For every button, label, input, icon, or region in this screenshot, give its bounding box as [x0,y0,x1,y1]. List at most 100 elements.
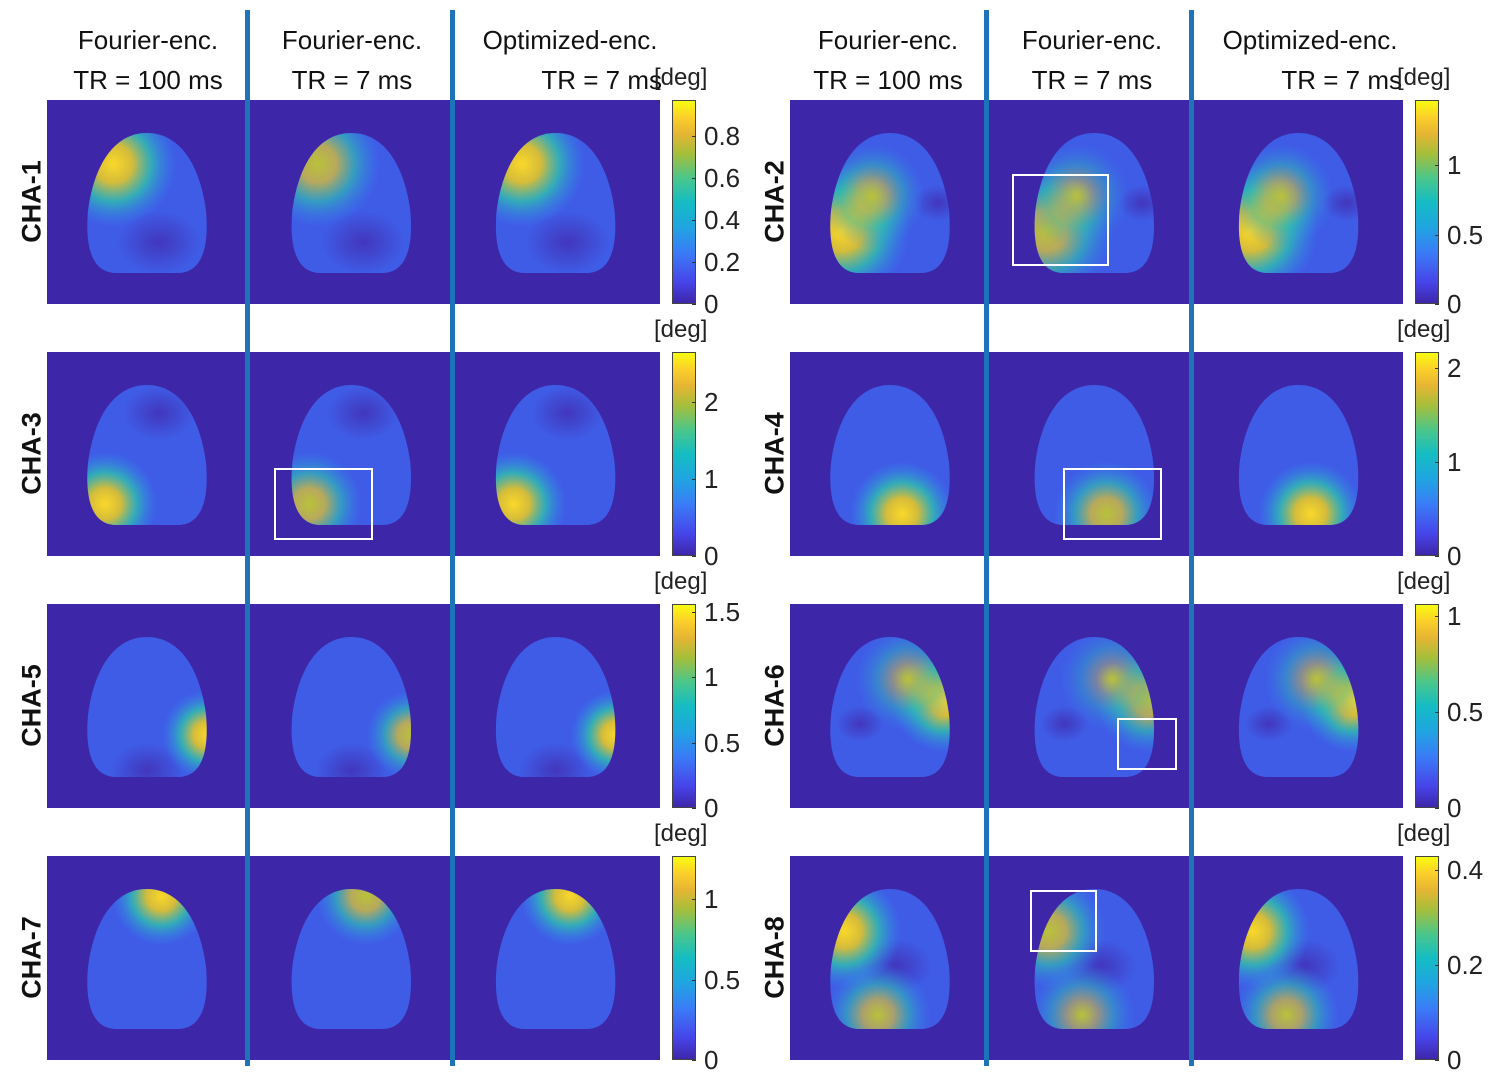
colorbar-tickmark [692,1060,696,1061]
head-map [495,385,616,525]
colorbar [1415,604,1439,808]
colorbar-tick-label: 0.5 [1447,219,1484,250]
colorbar-tickmark [692,611,696,613]
highlight-box [1030,890,1097,952]
colorbar-tickmark [692,808,696,809]
colorbar-tickmark [692,677,696,679]
phase-maps [87,385,616,525]
head-map [830,637,950,777]
map-panel [47,352,660,556]
colorbar-tick-label: 0 [704,289,719,319]
column-header-line2: TR = 7 ms [541,65,662,95]
colorbar-tick-label: 0.4 [704,204,741,235]
map-panel [790,100,1403,304]
colorbar-tick-label: 0 [1447,541,1462,571]
colorbar-tickmark [692,219,696,221]
colorbar-tickmark [692,899,696,901]
phase-maps [87,133,616,273]
colorbar-tick-label: 1 [704,464,719,495]
colorbar-tick-label: 1.5 [704,596,741,627]
head-map [830,889,950,1029]
column-header-line1: Optimized-enc. [1222,25,1398,55]
colorbar-tick-label: 1 [1447,600,1462,631]
column-header-line1: Fourier-enc. [281,25,423,55]
map-panel [790,352,1403,556]
channel-label: CHA-1 [16,160,47,243]
colorbar-unit: [deg] [1397,316,1451,343]
head-map [87,637,207,777]
colorbar-tickmark [1435,870,1439,872]
colorbar-tickmark [692,402,696,404]
map-panel [47,100,660,304]
colorbar-tick-label: 0.2 [704,246,741,277]
colorbar-unit: [deg] [1397,820,1451,847]
colorbar-unit: [deg] [654,316,708,343]
channel-label: CHA-5 [16,664,47,747]
channel-label: CHA-3 [16,412,47,495]
column-header: Fourier-enc. TR = 7 ms [982,20,1202,100]
column-header: Optimized-enc. TR = 7 ms [460,20,680,100]
colorbar-tick-label: 0.4 [1447,855,1484,886]
colorbar-tickmark [1435,165,1439,167]
colorbar-unit: [deg] [654,568,708,595]
column-divider [450,10,455,1066]
colorbar-tickmark [692,742,696,744]
phase-maps [830,133,1359,273]
head-map [87,133,207,273]
colorbar [672,604,696,808]
channel-label: CHA-7 [16,916,47,999]
column-divider [245,10,250,1066]
colorbar-tick-label: 1 [1447,150,1462,181]
channel-label: CHA-2 [759,160,790,243]
highlight-box [1063,468,1162,540]
head-map [291,637,412,777]
colorbar-tick-label: 2 [1447,352,1462,383]
colorbar-tick-label: 0.5 [1447,696,1484,727]
colorbar-tick-label: 0 [1447,1045,1462,1075]
colorbar-unit: [deg] [1397,64,1451,91]
map-panel [47,604,660,808]
colorbar-tick-label: 0.5 [704,964,741,995]
colorbar-tickmark [1435,808,1439,809]
column-header: Optimized-enc. TR = 7 ms [1200,20,1420,100]
colorbar [1415,100,1439,304]
head-map [495,637,616,777]
colorbar-unit: [deg] [1397,568,1451,595]
colorbar-tickmark [692,556,696,557]
head-map [830,133,950,273]
column-header-line2: TR = 7 ms [1281,65,1402,95]
column-header-line2: TR = 7 ms [1031,65,1153,95]
column-header-line2: TR = 100 ms [813,65,963,95]
colorbar-tickmark [1435,461,1439,463]
head-map [1034,889,1155,1029]
head-map [830,385,950,525]
head-map [1238,133,1359,273]
colorbar-tickmark [1435,711,1439,713]
column-divider [1189,10,1194,1066]
head-map [1034,133,1155,273]
colorbar-tickmark [1435,615,1439,617]
colorbar-tick-label: 0 [1447,793,1462,823]
colorbar-tick-label: 1 [704,662,719,693]
highlight-box [1117,718,1177,770]
colorbar-tickmark [1435,965,1439,967]
colorbar-tickmark [1435,556,1439,557]
colorbar-tickmark [1435,304,1439,305]
colorbar-tick-label: 0.5 [704,727,741,758]
column-header: Fourier-enc. TR = 100 ms [778,20,998,100]
head-map [87,385,207,525]
colorbar-tick-label: 0 [704,1045,719,1075]
colorbar-tickmark [692,177,696,179]
channel-label: CHA-8 [759,916,790,999]
colorbar [672,100,696,304]
head-map [291,385,412,525]
colorbar-tickmark [692,979,696,981]
colorbar-tickmark [1435,234,1439,236]
colorbar-tick-label: 0.8 [704,120,741,151]
colorbar-tick-label: 0 [704,793,719,823]
highlight-box [274,468,373,540]
map-panel [47,856,660,1060]
head-map [1238,637,1359,777]
column-header: Fourier-enc. TR = 7 ms [242,20,462,100]
colorbar [672,856,696,1060]
